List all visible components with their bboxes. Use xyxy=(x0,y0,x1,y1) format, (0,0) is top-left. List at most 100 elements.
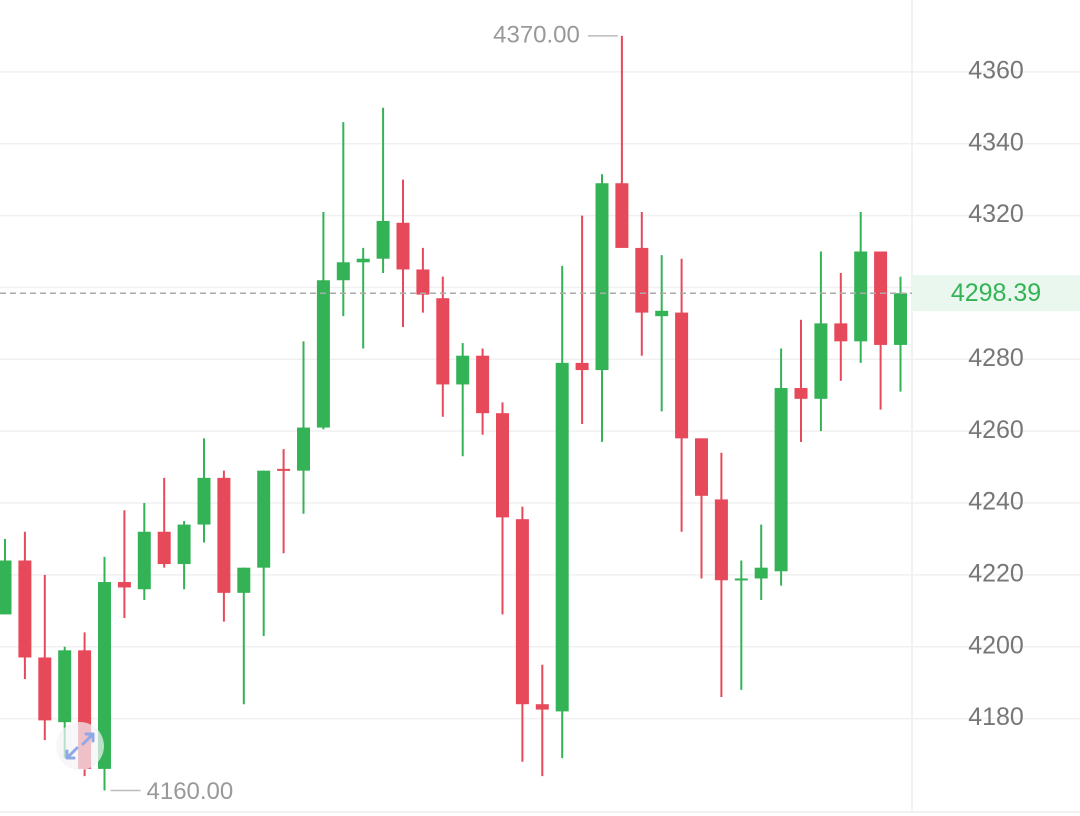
candle xyxy=(217,470,231,622)
candle-body xyxy=(197,477,211,525)
candles xyxy=(0,35,907,791)
candle xyxy=(874,251,888,410)
candle-body xyxy=(237,567,251,593)
candle-body xyxy=(157,531,171,565)
candle xyxy=(456,343,470,457)
candle-body xyxy=(515,519,529,705)
last-price-bg xyxy=(912,275,1080,312)
candle xyxy=(38,574,52,741)
overlay: 4370.00 4160.00 4298.39 xyxy=(0,21,1080,805)
candle-body xyxy=(396,222,410,270)
candle-body xyxy=(18,560,32,658)
candle xyxy=(137,503,151,601)
high-label: 4370.00 xyxy=(493,21,580,48)
candle xyxy=(356,247,370,349)
candle-body xyxy=(655,310,669,317)
candle-body xyxy=(714,499,728,581)
expand-bg xyxy=(56,722,104,770)
candle-body xyxy=(496,413,509,518)
y-tick-label: 4240 xyxy=(968,488,1024,516)
y-tick-label: 4180 xyxy=(968,703,1024,731)
candle-body xyxy=(754,567,768,579)
candle-body xyxy=(595,183,609,371)
candle xyxy=(336,122,350,317)
candle xyxy=(575,215,589,424)
candle-body xyxy=(356,258,370,263)
low-label: 4160.00 xyxy=(147,778,234,805)
candle xyxy=(157,477,171,568)
candle xyxy=(555,265,569,759)
y-tick-label: 4220 xyxy=(968,559,1024,587)
candle xyxy=(615,35,629,248)
candle xyxy=(316,211,330,430)
candle-body xyxy=(834,323,848,342)
candle xyxy=(18,531,32,680)
candle xyxy=(675,258,689,532)
candle-body xyxy=(257,470,271,568)
candle xyxy=(376,107,390,274)
candle xyxy=(894,276,907,392)
candle xyxy=(416,247,430,313)
candle xyxy=(436,276,450,417)
candle xyxy=(0,538,12,615)
candle-body xyxy=(675,312,689,439)
candle-body xyxy=(217,477,231,593)
candle xyxy=(814,251,828,432)
candle xyxy=(695,438,708,579)
candle xyxy=(854,211,868,363)
candle xyxy=(197,438,211,543)
candle-body xyxy=(98,582,111,769)
candle-body xyxy=(476,355,490,414)
candle xyxy=(476,348,490,435)
candle xyxy=(257,470,271,636)
candle xyxy=(237,567,251,705)
candle xyxy=(794,319,808,442)
candle-body xyxy=(177,524,191,565)
candle xyxy=(396,179,410,327)
y-tick-label: 4340 xyxy=(968,128,1024,156)
candle-body xyxy=(297,427,310,471)
candle xyxy=(655,255,669,412)
candle xyxy=(297,341,310,514)
candle-body xyxy=(0,560,12,615)
last-price-label: 4298.39 xyxy=(951,279,1041,307)
candle xyxy=(515,506,529,762)
candle-body xyxy=(535,704,549,710)
candle-body xyxy=(894,293,907,345)
candle-body xyxy=(575,362,589,371)
expand-button[interactable] xyxy=(56,722,104,770)
y-tick-label: 4260 xyxy=(968,416,1024,444)
candle-body xyxy=(376,220,390,259)
candle-body xyxy=(635,247,649,313)
candle-body xyxy=(38,657,52,721)
candle-body xyxy=(416,269,430,295)
candle-body xyxy=(58,650,72,723)
candle-body xyxy=(794,388,808,399)
expand-icon xyxy=(65,732,95,760)
y-tick-label: 4320 xyxy=(968,200,1024,228)
y-tick-label: 4360 xyxy=(968,56,1024,84)
candle xyxy=(496,402,509,615)
candle xyxy=(754,524,768,601)
candle xyxy=(714,452,728,698)
candle-body xyxy=(555,362,569,712)
candle-body xyxy=(277,468,291,471)
candle xyxy=(177,520,191,590)
candle xyxy=(117,510,131,618)
candle xyxy=(277,449,291,554)
candle-body xyxy=(734,578,748,581)
candle-body xyxy=(137,531,151,590)
candle-body xyxy=(436,298,450,385)
candle xyxy=(635,211,649,356)
candle-body xyxy=(336,262,350,281)
candle-body xyxy=(874,251,888,345)
candle-body xyxy=(615,183,629,248)
candle-body xyxy=(814,323,828,399)
candle-body xyxy=(774,388,788,572)
y-tick-label: 4200 xyxy=(968,631,1024,659)
grid: 4180420042204240426042804300432043404360 xyxy=(0,56,1080,731)
candle xyxy=(535,664,549,777)
y-tick-label: 4280 xyxy=(968,344,1024,372)
candle-body xyxy=(456,355,470,385)
